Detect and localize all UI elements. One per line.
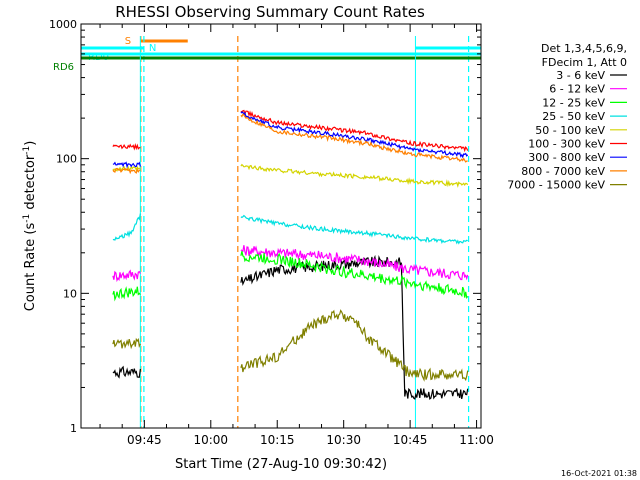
instrument-flags: SNRD0RD6: [53, 36, 481, 428]
y-axis: 1 10 100 1000: [49, 18, 481, 435]
y-tick-label: 1000: [49, 18, 77, 31]
legend-entry-label: 7000 - 15000 keV: [507, 179, 605, 192]
series-line: [112, 245, 469, 283]
x-axis-label: Start Time (27-Aug-10 09:30:42): [175, 457, 387, 472]
legend-entry-label: 12 - 25 keV: [542, 96, 605, 109]
series-line: [112, 309, 469, 382]
x-axis: 09:45 10:00 10:15 10:30 10:45 11:00: [99, 24, 494, 447]
y-axis-label-sup2: -1: [22, 146, 32, 155]
legend-header-line1: Det 1,3,4,5,6,9,: [541, 42, 627, 55]
series-line: [112, 111, 469, 169]
series-line: [112, 251, 469, 302]
legend-entry-label: 100 - 300 keV: [528, 138, 605, 151]
plot-frame: [80, 23, 482, 429]
y-axis-label-part1: Count Rate (s: [23, 223, 38, 312]
y-axis-label: Count Rate (s-1 detector-1): [22, 141, 38, 312]
flag-label-S: S: [125, 36, 131, 47]
legend-header-line2: FDecim 1, Att 0: [542, 56, 627, 69]
legend-entry-label: 3 - 6 keV: [556, 69, 605, 82]
legend-entry-label: 25 - 50 keV: [542, 110, 605, 123]
legend: Det 1,3,4,5,6,9, FDecim 1, Att 0 3 - 6 k…: [507, 42, 627, 192]
y-axis-label-part2: detector: [23, 154, 38, 214]
legend-entry-label: 50 - 100 keV: [535, 124, 605, 137]
series-line: [112, 163, 469, 188]
y-tick-label: 100: [56, 153, 77, 166]
series-line: [112, 109, 469, 153]
x-tick-label: 10:15: [260, 433, 295, 447]
legend-entry-label: 300 - 800 keV: [528, 151, 605, 164]
y-tick-label: 1: [70, 422, 77, 435]
y-axis-label-part3: ): [23, 141, 38, 146]
flag-label-N: N: [149, 43, 156, 54]
series-line: [112, 213, 468, 245]
series-line: [112, 113, 468, 175]
x-tick-label: 11:00: [459, 433, 494, 447]
x-tick-label: 10:45: [393, 433, 428, 447]
x-tick-label: 10:00: [193, 433, 228, 447]
x-tick-label: 10:30: [326, 433, 361, 447]
footer-timestamp: 16-Oct-2021 01:38: [561, 469, 637, 478]
series-line: [112, 254, 469, 400]
x-tick-label: 09:45: [127, 433, 162, 447]
legend-entry-label: 6 - 12 keV: [549, 83, 605, 96]
series-lines: [112, 109, 469, 400]
y-tick-label: 10: [63, 287, 77, 300]
chart-title: RHESSI Observing Summary Count Rates: [115, 3, 425, 21]
legend-entry-label: 800 - 7000 keV: [521, 165, 605, 178]
y-axis-label-sup1: -1: [22, 214, 32, 223]
flag-label-RD6: RD6: [53, 62, 74, 73]
